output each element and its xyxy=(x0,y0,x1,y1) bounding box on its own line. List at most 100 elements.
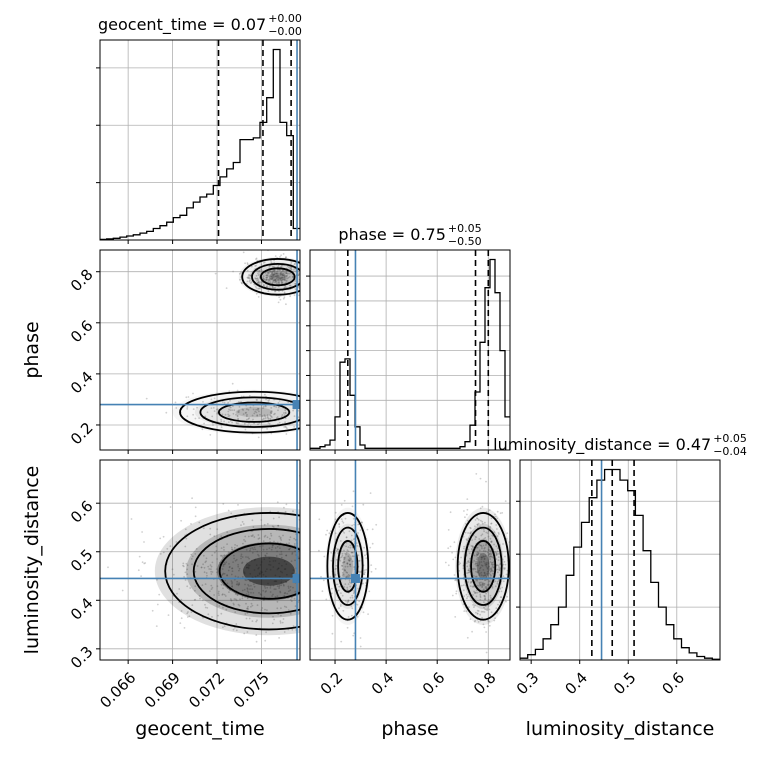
scatter-point xyxy=(316,582,318,584)
panel-title-main: geocent_time = 0.07 xyxy=(98,15,266,35)
scatter-point xyxy=(273,618,275,621)
scatter-point xyxy=(237,504,239,506)
scatter-point xyxy=(218,594,220,596)
scatter-point xyxy=(463,610,466,612)
scatter-point xyxy=(325,598,328,601)
scatter-point xyxy=(276,550,278,553)
scatter-point xyxy=(498,533,500,535)
scatter-point xyxy=(268,547,271,550)
scatter-point xyxy=(489,561,492,563)
scatter-point xyxy=(243,572,246,575)
scatter-point xyxy=(202,554,205,557)
y-tick-label-luminosity_distance: 0.6 xyxy=(67,497,97,527)
scatter-point xyxy=(452,558,455,561)
scatter-point xyxy=(231,567,233,570)
x-axis-label-phase: phase xyxy=(381,718,438,740)
scatter-point xyxy=(269,585,272,587)
scatter-point xyxy=(476,554,479,556)
scatter-point xyxy=(490,563,493,566)
scatter-point xyxy=(269,411,272,413)
scatter-point xyxy=(267,272,270,275)
scatter-point xyxy=(481,520,484,523)
scatter-point xyxy=(474,591,476,594)
scatter-point xyxy=(316,565,318,567)
scatter-point xyxy=(287,276,290,279)
x-tick-label-phase: 0.8 xyxy=(470,669,500,699)
scatter-point xyxy=(480,544,482,547)
scatter-point xyxy=(246,588,249,591)
scatter-point xyxy=(334,518,337,521)
scatter-point xyxy=(374,568,377,570)
scatter-point xyxy=(369,616,371,618)
scatter-point xyxy=(272,275,275,277)
scatter-point xyxy=(235,422,238,424)
scatter-point xyxy=(406,547,408,549)
scatter-point xyxy=(454,579,456,582)
scatter-point xyxy=(232,628,235,631)
scatter-point xyxy=(365,557,368,560)
scatter-point xyxy=(347,576,350,578)
scatter-point xyxy=(289,612,292,615)
scatter-point xyxy=(315,409,317,411)
scatter-point xyxy=(447,547,450,550)
scatter-point xyxy=(271,286,274,289)
scatter-point xyxy=(483,582,485,585)
scatter-point xyxy=(234,544,237,546)
histogram-geocent_time xyxy=(100,48,300,240)
scatter-point xyxy=(477,610,480,612)
scatter-point xyxy=(285,554,288,557)
scatter-point xyxy=(267,290,270,293)
scatter-point xyxy=(305,560,307,562)
scatter-point xyxy=(266,276,268,279)
scatter-point xyxy=(255,408,258,411)
scatter-point xyxy=(251,535,254,537)
scatter-point xyxy=(283,275,286,278)
scatter-point xyxy=(264,639,267,642)
scatter-point xyxy=(251,414,254,417)
scatter-point xyxy=(174,401,177,404)
scatter-point xyxy=(159,537,162,540)
scatter-point xyxy=(158,593,161,596)
scatter-point xyxy=(276,272,279,275)
scatter-point xyxy=(396,574,398,576)
scatter-point xyxy=(483,560,485,563)
x-tick-label-phase: 0.2 xyxy=(317,669,347,699)
scatter-point xyxy=(449,511,452,514)
scatter-point xyxy=(236,415,239,418)
scatter-point xyxy=(340,518,343,520)
scatter-point xyxy=(476,517,479,520)
scatter-point xyxy=(241,562,243,564)
scatter-point xyxy=(221,554,223,557)
scatter-point xyxy=(281,621,284,624)
scatter-point xyxy=(322,541,324,543)
scatter-point xyxy=(484,521,486,524)
scatter-point xyxy=(341,564,343,567)
scatter-point xyxy=(312,262,314,264)
scatter-point xyxy=(274,588,277,591)
scatter-point xyxy=(247,418,250,420)
scatter-point xyxy=(196,406,198,409)
scatter-point xyxy=(272,544,274,547)
scatter-point xyxy=(265,575,267,578)
scatter-point xyxy=(336,583,339,586)
scatter-point xyxy=(490,522,492,525)
scatter-point xyxy=(228,414,231,417)
scatter-point xyxy=(255,399,258,401)
scatter-point xyxy=(475,575,478,578)
scatter-point xyxy=(227,569,230,572)
scatter-point xyxy=(290,268,293,271)
scatter-point xyxy=(217,590,220,593)
scatter-point xyxy=(277,406,280,409)
scatter-point xyxy=(238,582,241,584)
scatter-point xyxy=(227,401,230,404)
scatter-point xyxy=(279,272,282,275)
x-tick-label-geocent_time: 0.072 xyxy=(185,669,228,712)
scatter-point xyxy=(495,552,498,555)
scatter-point xyxy=(231,585,234,588)
scatter-point xyxy=(487,600,489,603)
scatter-point xyxy=(353,523,355,526)
scatter-point xyxy=(344,569,346,572)
scatter-point xyxy=(349,585,352,588)
scatter-point xyxy=(466,597,468,600)
scatter-point xyxy=(284,421,286,424)
